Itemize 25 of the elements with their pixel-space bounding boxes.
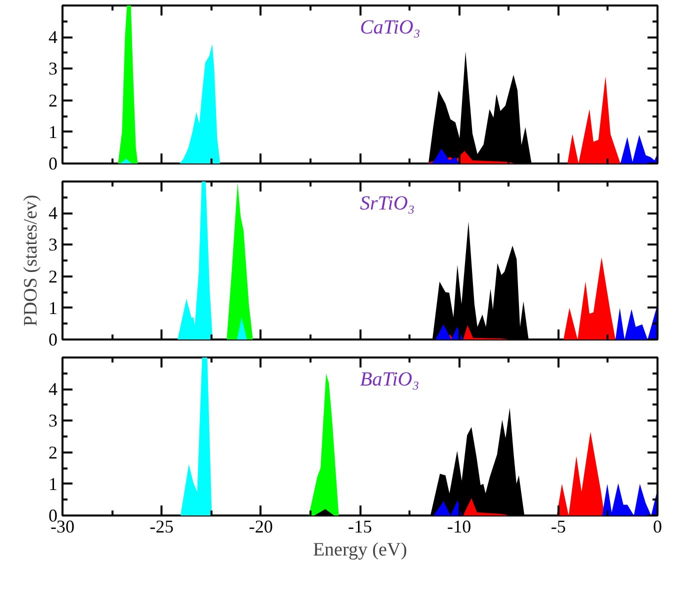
y-tick-label: 4 — [48, 203, 58, 224]
y-tick-label: 3 — [48, 58, 58, 79]
x-tick-label: -15 — [348, 516, 372, 536]
x-tick-label: -5 — [550, 516, 566, 536]
text: CaTiO₃ — [360, 16, 420, 39]
y-tick-label: 1 — [48, 298, 58, 318]
y-tick-label: 3 — [48, 234, 58, 255]
x-tick-label: -10 — [447, 516, 472, 536]
y-tick-label: 4 — [48, 27, 58, 48]
y-axis-title: PDOS (states/ev) — [20, 194, 42, 326]
x-axis-title: Energy (eV) — [312, 540, 408, 560]
x-tick-label: -20 — [248, 516, 273, 536]
x-tick-label: 0 — [653, 516, 662, 536]
text: BaTiO₃ — [360, 368, 420, 391]
y-tick-label: 4 — [48, 379, 58, 400]
y-tick-label: 2 — [48, 266, 58, 286]
y-tick-label: 3 — [48, 410, 58, 431]
text: SrTiO₃ — [360, 192, 415, 215]
x-tick-label: -25 — [150, 516, 174, 536]
y-tick-label: 1 — [48, 474, 58, 494]
y-tick-label: 1 — [48, 122, 58, 142]
y-tick-label: 2 — [48, 90, 58, 110]
y-tick-label: 2 — [48, 442, 58, 462]
y-tick-label: 0 — [48, 330, 58, 350]
y-tick-label: 0 — [48, 154, 58, 174]
